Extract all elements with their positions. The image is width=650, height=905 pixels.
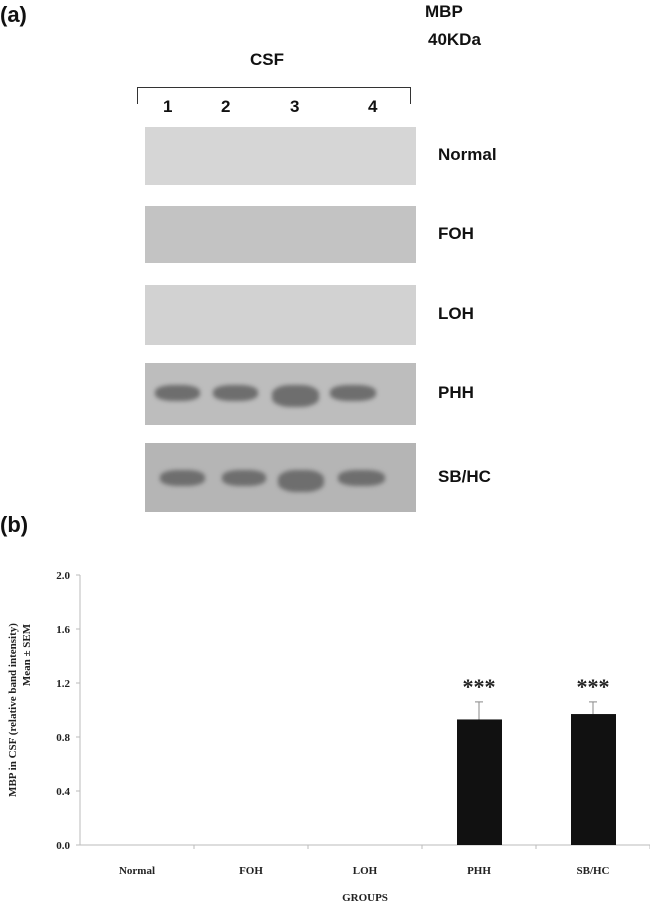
y-axis-label: MBP in CSF (relative band intensity) <box>7 623 19 797</box>
blot-group-label: LOH <box>438 304 474 323</box>
significance-marker: *** <box>463 674 496 699</box>
blot-group-label: Normal <box>438 145 497 164</box>
bar-sb-hc <box>571 714 616 845</box>
protein-band <box>338 470 385 486</box>
blot-group-label: PHH <box>438 383 474 402</box>
protein-band <box>222 470 266 486</box>
bar-phh <box>457 719 502 845</box>
sample-label: CSF <box>250 50 284 69</box>
blot-group-label: SB/HC <box>438 466 491 486</box>
y-tick-label: 0.4 <box>56 786 70 798</box>
x-axis-label: GROUPS <box>342 892 388 904</box>
protein-label: MBP <box>425 2 463 21</box>
protein-band <box>272 385 319 407</box>
x-tick-label: LOH <box>353 865 378 877</box>
blot-foh <box>145 206 416 263</box>
x-tick-label: Normal <box>119 865 155 877</box>
blot-phh <box>145 363 416 425</box>
protein-band <box>160 470 205 486</box>
x-tick-label: SB/HC <box>576 865 609 877</box>
blot-group-label: FOH <box>438 223 474 243</box>
protein-band <box>330 385 376 401</box>
x-tick-label: FOH <box>239 865 263 877</box>
y-tick-label: 1.2 <box>56 678 70 690</box>
lane-label: 4 <box>368 97 378 116</box>
blot-normal <box>145 127 416 185</box>
protein-band <box>278 470 324 492</box>
y-axis-label-unit: Mean ± SEM <box>21 623 33 686</box>
y-tick-label: 0.0 <box>56 840 70 852</box>
y-tick-label: 2.0 <box>56 570 70 582</box>
significance-marker: *** <box>577 674 610 699</box>
y-tick-label: 0.8 <box>56 732 70 744</box>
lane-label: 3 <box>290 97 300 116</box>
blot-sb-hc <box>145 443 416 512</box>
blot-loh <box>145 285 416 345</box>
protein-band <box>213 385 258 401</box>
panel-a-label: (a) <box>0 2 27 27</box>
lane-bracket <box>137 87 411 104</box>
lane-label: 1 <box>163 97 173 116</box>
y-tick-label: 1.6 <box>56 624 70 636</box>
weight-label: 40KDa <box>428 30 481 49</box>
x-tick-label: PHH <box>467 865 491 877</box>
protein-band <box>155 385 200 401</box>
lane-label: 2 <box>221 97 231 116</box>
panel-b-label: (b) <box>0 512 29 537</box>
